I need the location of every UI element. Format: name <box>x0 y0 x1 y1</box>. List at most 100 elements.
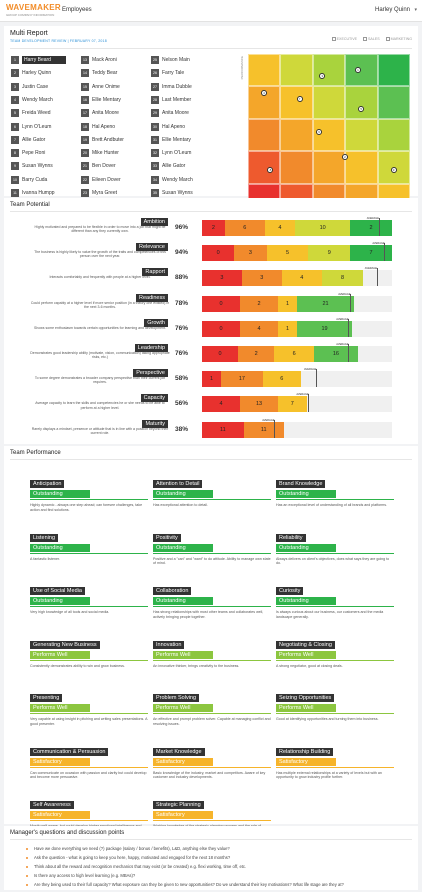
employee-item[interactable]: 33 Allie Gator <box>151 161 188 171</box>
employee-marker[interactable]: 9 <box>390 167 397 174</box>
bar-segment <box>363 270 392 287</box>
employee-marker[interactable]: 3 <box>319 73 326 80</box>
rating-line <box>30 766 148 768</box>
employee-marker[interactable]: 6 <box>316 128 323 135</box>
employee-item[interactable]: 16 Ellie Mentary <box>81 95 124 105</box>
employee-number: 9 <box>11 162 19 171</box>
employee-marker[interactable]: 7 <box>296 96 303 103</box>
chevron-down-icon[interactable]: ▾ <box>414 7 417 13</box>
employee-item[interactable]: 2 Harley Quinn <box>11 68 54 78</box>
performance-tile: Communication & Persuasion Satisfactory Ca… <box>30 747 150 798</box>
nine-box-grid: 3 1 7 4 5 6 2 8 9 <box>248 54 410 216</box>
employee-item[interactable]: 22 Eileen Dover <box>81 175 124 185</box>
divider <box>10 211 412 212</box>
employee-item[interactable]: 14 Teddy Bear <box>81 68 120 78</box>
employee-item[interactable]: 7 Allie Gator <box>11 135 48 145</box>
potential-label: Ambition <box>140 218 168 226</box>
employee-name: Lynn O'Leum <box>22 123 52 130</box>
bar-segment: 2 <box>350 220 392 236</box>
employee-item[interactable]: 10 Barry Cuda <box>11 175 50 185</box>
employee-item[interactable]: 17 Anita Moore <box>81 108 122 118</box>
employee-item[interactable]: 19 Brett Andbuter <box>81 135 127 145</box>
filter-marketing[interactable]: MARKETING <box>385 37 412 41</box>
employee-number: 33 <box>151 162 159 171</box>
employee-number: 6 <box>11 122 19 131</box>
average-marker <box>376 268 378 287</box>
employee-marker[interactable]: 8 <box>267 167 274 174</box>
discussion-text: Have we done everything we need (?) pack… <box>34 846 230 851</box>
rating-line <box>153 713 271 714</box>
employee-item[interactable]: 29 Anita Moore <box>151 108 192 118</box>
employee-number: 4 <box>11 95 19 104</box>
filter-label: SALES <box>368 37 380 41</box>
employee-item[interactable]: 23 Myra Greet <box>81 188 120 198</box>
potential-row: Ambition Highly motivated and prepared to… <box>10 217 414 239</box>
bar-segment: 4 <box>202 396 240 413</box>
potential-percent: 78% <box>175 299 189 307</box>
checkbox-icon[interactable] <box>363 37 368 41</box>
skill-description: A fantastic listener. <box>30 556 60 561</box>
employee-name: Nelson Main <box>162 57 190 63</box>
grid-cell <box>248 151 281 184</box>
divider <box>10 839 412 840</box>
user-menu[interactable]: Harley Quinn <box>374 7 410 13</box>
employee-item[interactable]: 5 Freida Weed <box>11 108 54 118</box>
employee-item[interactable]: 21 Ben Dover <box>81 161 119 171</box>
employee-item[interactable]: 32 Lynn O'Leum <box>151 148 194 158</box>
employee-marker[interactable]: 2 <box>341 154 348 161</box>
bar-segment: 2 <box>240 295 278 312</box>
employee-marker[interactable]: 1 <box>354 66 361 73</box>
employee-item[interactable]: 6 Lynn O'Leum <box>11 122 54 132</box>
rating-badge: Outstanding <box>276 490 336 498</box>
filter-sales[interactable]: SALES <box>363 37 380 41</box>
employee-item[interactable]: 18 Hal Apeno <box>81 122 118 132</box>
employee-marker[interactable]: 4 <box>260 89 267 96</box>
employee-item[interactable]: 11 Ivanna Humpp <box>11 188 58 198</box>
skill-name: Brand Knowledge <box>276 480 326 488</box>
employee-item[interactable]: 26 Farry Tale <box>151 68 187 78</box>
employee-item[interactable]: 34 Wendy March <box>151 175 196 185</box>
average-marker <box>308 394 309 413</box>
checkbox-icon[interactable] <box>331 37 336 41</box>
employee-item[interactable]: 31 Ellie Mentary <box>151 135 194 145</box>
checkbox-icon[interactable] <box>385 37 390 41</box>
employee-item[interactable]: 13 Mack Aroni <box>81 55 120 65</box>
bar-segment <box>352 320 392 337</box>
rating-line <box>276 713 394 714</box>
employee-item[interactable]: 27 Imma Dubble <box>151 82 195 92</box>
employee-item[interactable]: 8 Pepe Roni <box>11 148 48 158</box>
employee-number: 30 <box>151 122 159 131</box>
employee-item[interactable]: 3 Justin Case <box>11 82 51 92</box>
skill-name: Curiosity <box>276 587 304 595</box>
employee-item[interactable]: 15 Anne Onime <box>81 82 123 92</box>
logo[interactable]: WAVEMAKER <box>6 3 61 12</box>
skill-name: Attention to Detail <box>153 480 203 488</box>
employee-item[interactable]: 25 Nelson Main <box>151 55 193 65</box>
employee-name: Farry Tale <box>162 70 185 77</box>
employee-marker[interactable]: 5 <box>358 105 365 112</box>
performance-tile: Anticipation Outstanding Highly dynamic - … <box>30 480 150 530</box>
employee-name: Imma Dubble <box>162 83 192 90</box>
employee-number: 19 <box>81 135 89 144</box>
employee-item[interactable]: 9 Susan Wynns <box>11 161 56 171</box>
employee-item[interactable]: 4 Wendy March <box>11 95 56 105</box>
bar-segment: 6 <box>274 346 315 362</box>
potential-description: Could perform capably at a higher level … <box>30 300 170 309</box>
employee-item[interactable]: 20 Mike Hunter <box>81 148 122 158</box>
employee-name: Freida Weed <box>22 110 51 117</box>
skill-description: Has strong relationships with most other… <box>153 610 264 619</box>
employee-item[interactable]: 35 Susan Wynns <box>151 188 196 198</box>
skill-description: Can communicate on occasion with passion… <box>30 770 147 780</box>
rating-line <box>30 659 148 661</box>
rating-badge: Outstanding <box>153 597 213 605</box>
employee-item[interactable]: 30 Hal Apeno <box>151 122 188 132</box>
nav-employees-link[interactable]: Employees <box>62 7 92 13</box>
employee-item[interactable]: 1 Harry Beard <box>11 55 66 65</box>
employee-number: 35 <box>151 189 159 197</box>
grid-cell <box>377 86 410 119</box>
potential-row: Readiness Could perform capably at a high… <box>10 293 414 315</box>
rating-badge: Outstanding <box>30 597 90 605</box>
filter-executive[interactable]: EXECUTIVE <box>331 37 357 41</box>
rating-line <box>153 659 271 661</box>
employee-item[interactable]: 28 Last Member <box>151 95 194 105</box>
